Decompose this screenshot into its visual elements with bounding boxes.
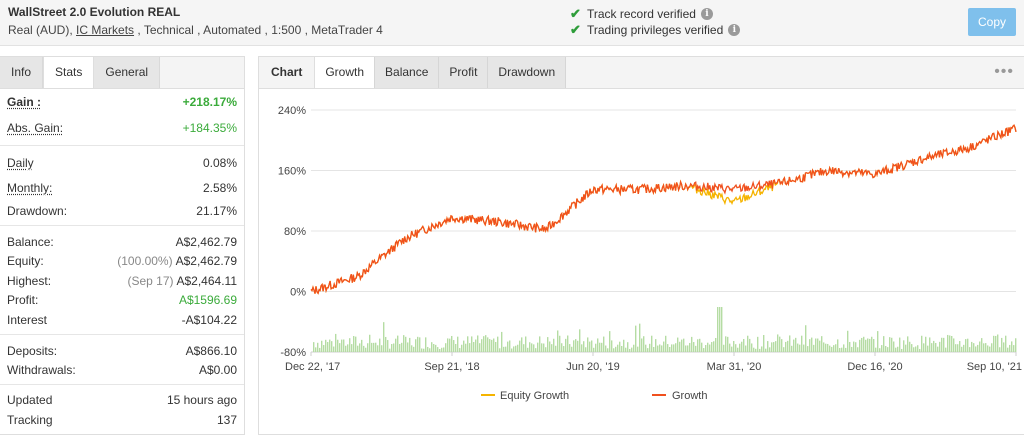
account-type: Real (AUD), bbox=[8, 23, 77, 37]
stat-profit: Profit: A$1596.69 bbox=[7, 293, 237, 307]
stat-value: 21.17% bbox=[196, 204, 237, 218]
stat-value: A$2,464.11 bbox=[176, 274, 238, 288]
stat-deposits: Deposits: A$866.10 bbox=[7, 344, 237, 358]
chart-panel: Chart Growth Balance Profit Drawdown ••• bbox=[258, 56, 1024, 435]
system-title: WallStreet 2.0 Evolution REAL bbox=[8, 5, 181, 19]
stat-label: Profit: bbox=[7, 293, 39, 307]
tab-general[interactable]: General bbox=[94, 57, 161, 88]
chart-tabs: Chart Growth Balance Profit Drawdown bbox=[259, 57, 1024, 89]
system-header: WallStreet 2.0 Evolution REAL Real (AUD)… bbox=[0, 0, 1024, 46]
stat-label: Interest bbox=[7, 313, 48, 327]
stat-value: A$2,462.79 bbox=[175, 235, 237, 249]
stat-value: A$866.10 bbox=[185, 344, 237, 358]
system-subtitle: Real (AUD), IC Markets , Technical , Aut… bbox=[8, 23, 383, 37]
stat-label[interactable]: Gain : bbox=[7, 95, 42, 109]
info-icon[interactable]: i bbox=[700, 8, 713, 20]
stats-panel: Info Stats General Gain : +218.17% Abs. … bbox=[0, 56, 245, 435]
stat-interest: Interest -A$104.22 bbox=[7, 313, 237, 327]
stat-abs-gain: Abs. Gain: +184.35% bbox=[7, 121, 237, 135]
divider bbox=[0, 225, 244, 226]
track-record-label: Track record verified bbox=[587, 7, 696, 21]
stat-equity: Equity: (100.00%) A$2,462.79 bbox=[7, 254, 237, 268]
divider bbox=[0, 334, 244, 335]
stat-value: 0.08% bbox=[202, 156, 237, 170]
more-options-icon[interactable]: ••• bbox=[994, 63, 1014, 80]
stat-value: A$0.00 bbox=[198, 363, 237, 377]
checkmark-icon: ✔ bbox=[570, 6, 581, 21]
stat-drawdown: Drawdown: 21.17% bbox=[7, 204, 237, 218]
stat-label: Updated bbox=[7, 393, 53, 407]
equity-percent: (100.00%) bbox=[117, 254, 173, 268]
stat-withdrawals: Withdrawals: A$0.00 bbox=[7, 363, 237, 377]
stat-label: Deposits: bbox=[7, 344, 58, 358]
stat-label: Tracking bbox=[7, 413, 53, 427]
divider bbox=[0, 145, 244, 146]
stat-value-group: (Sep 17) A$2,464.11 bbox=[127, 274, 237, 288]
checkmark-icon: ✔ bbox=[570, 22, 581, 37]
stat-label: Balance: bbox=[7, 235, 54, 249]
stat-label: Equity: bbox=[7, 254, 44, 268]
stat-label: Withdrawals: bbox=[7, 363, 76, 377]
account-details: , Technical , Automated , 1:500 , MetaTr… bbox=[134, 23, 383, 37]
tab-profit[interactable]: Profit bbox=[439, 57, 489, 88]
stat-highest: Highest: (Sep 17) A$2,464.11 bbox=[7, 274, 237, 288]
stat-label[interactable]: Abs. Gain: bbox=[7, 121, 64, 135]
stat-value: +184.35% bbox=[182, 121, 237, 135]
stat-updated: Updated 15 hours ago bbox=[7, 393, 237, 407]
tab-drawdown[interactable]: Drawdown bbox=[488, 57, 567, 88]
stat-monthly: Monthly: 2.58% bbox=[7, 181, 237, 195]
tab-growth[interactable]: Growth bbox=[314, 57, 376, 88]
stat-value: +218.17% bbox=[182, 95, 237, 109]
broker-link[interactable]: IC Markets bbox=[76, 23, 135, 37]
divider bbox=[0, 384, 244, 385]
chart-tabs-label: Chart bbox=[259, 57, 315, 88]
highest-date: (Sep 17) bbox=[127, 274, 174, 288]
stat-value: A$1596.69 bbox=[178, 293, 237, 307]
tab-stats[interactable]: Stats bbox=[43, 57, 95, 88]
trading-privileges-label: Trading privileges verified bbox=[587, 23, 724, 37]
stat-label: Highest: bbox=[7, 274, 52, 288]
stat-daily: Daily 0.08% bbox=[7, 156, 237, 170]
copy-button[interactable]: Copy bbox=[968, 8, 1016, 36]
info-icon[interactable]: i bbox=[728, 24, 741, 36]
stat-value-group: (100.00%) A$2,462.79 bbox=[117, 254, 237, 268]
stat-value: 15 hours ago bbox=[166, 393, 237, 407]
stat-value: A$2,462.79 bbox=[175, 254, 237, 268]
stats-tabs: Info Stats General bbox=[0, 57, 244, 89]
stat-balance: Balance: A$2,462.79 bbox=[7, 235, 237, 249]
stat-label[interactable]: Monthly: bbox=[7, 181, 53, 195]
stat-value: -A$104.22 bbox=[181, 313, 237, 327]
trading-privileges-verified: ✔ Trading privileges verified i bbox=[570, 22, 741, 38]
stat-value: 2.58% bbox=[202, 181, 237, 195]
track-record-verified: ✔ Track record verified i bbox=[570, 6, 713, 22]
tab-balance[interactable]: Balance bbox=[375, 57, 440, 88]
stat-gain: Gain : +218.17% bbox=[7, 95, 237, 109]
tab-info[interactable]: Info bbox=[0, 57, 44, 88]
stat-label: Drawdown: bbox=[7, 204, 68, 218]
stat-tracking: Tracking 137 bbox=[7, 413, 237, 427]
stat-label[interactable]: Daily bbox=[7, 156, 34, 170]
stat-value: 137 bbox=[216, 413, 237, 427]
